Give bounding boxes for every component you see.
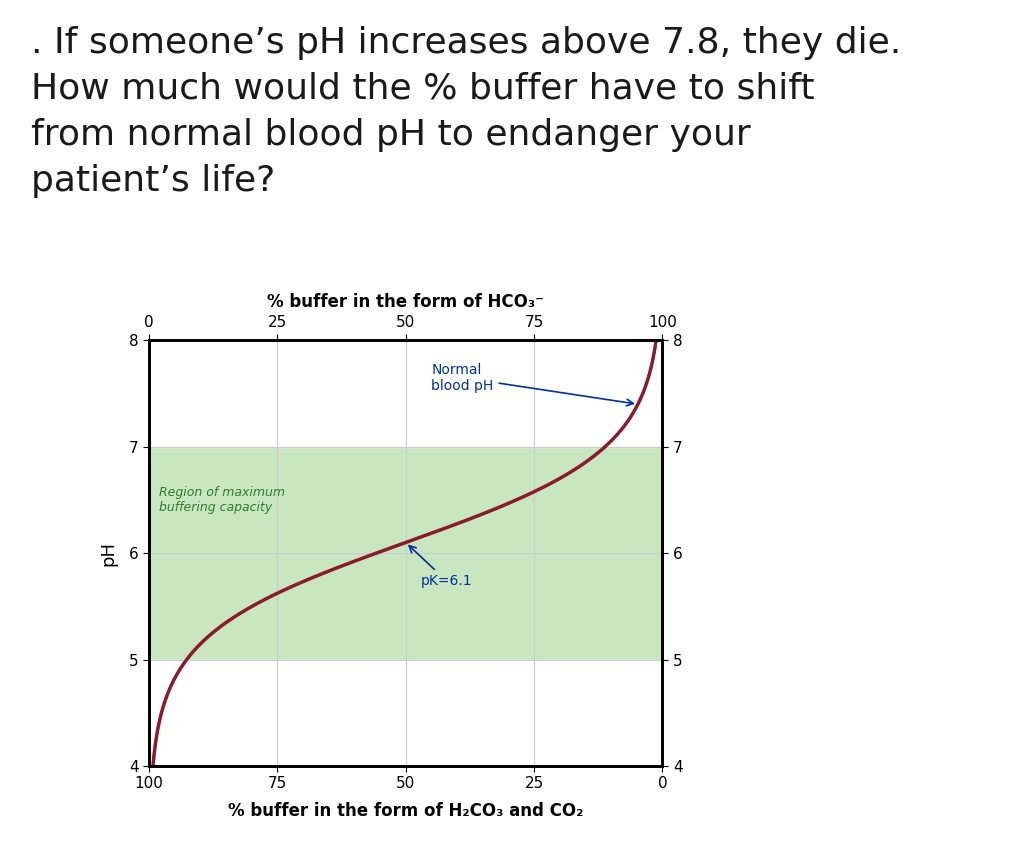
X-axis label: % buffer in the form of HCO₃⁻: % buffer in the form of HCO₃⁻ (267, 293, 544, 311)
Text: Region of maximum
buffering capacity: Region of maximum buffering capacity (159, 486, 286, 514)
Bar (149, 660, 662, 766)
Y-axis label: pH: pH (100, 540, 118, 566)
Text: . If someone’s pH increases above 7.8, they die.
How much would the % buffer hav: . If someone’s pH increases above 7.8, t… (31, 26, 901, 198)
X-axis label: % buffer in the form of H₂CO₃ and CO₂: % buffer in the form of H₂CO₃ and CO₂ (228, 802, 583, 820)
Text: pK=6.1: pK=6.1 (409, 545, 472, 588)
Bar (149, 340, 662, 447)
Bar (149, 447, 662, 660)
Text: Normal
blood pH: Normal blood pH (431, 363, 634, 406)
